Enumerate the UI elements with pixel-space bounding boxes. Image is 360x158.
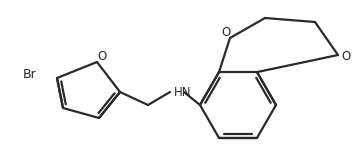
- Text: HN: HN: [174, 85, 192, 98]
- Text: O: O: [97, 51, 107, 64]
- Text: O: O: [221, 27, 231, 40]
- Text: Br: Br: [23, 69, 37, 82]
- Text: O: O: [341, 51, 351, 64]
